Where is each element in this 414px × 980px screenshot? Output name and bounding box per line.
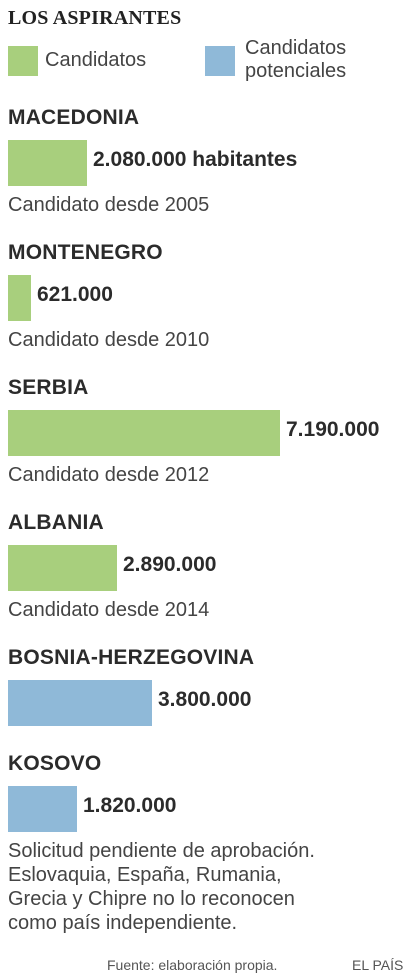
legend-swatch-potential [205,46,235,76]
legend-swatch-candidate [8,46,38,76]
country-note-line: Eslovaquia, España, Rumania, [8,864,282,886]
legend: Candidatos Candidatos potenciales [0,0,414,90]
bar [8,275,31,321]
bar [8,545,117,591]
country-note-line: Candidato desde 2014 [8,599,210,621]
legend-label-potential-line1: Candidatos [245,37,347,59]
country-note: Candidato desde 2014 [8,598,408,622]
country-note-line: Candidato desde 2005 [8,194,210,216]
legend-label-potential: Candidatos potenciales [245,37,346,83]
country-note: Candidato desde 2010 [8,328,408,352]
legend-label-candidate: Candidatos [45,49,147,71]
bar [8,680,152,726]
footer-source: Fuente: elaboración propia. [107,957,278,973]
country-note-line: Candidato desde 2012 [8,464,210,486]
bar-value-label: 2.080.000 habitantes [93,148,298,171]
chart-title: LOS ASPIRANTES [8,7,182,29]
bar-value-label: 2.890.000 [123,553,217,576]
bar [8,786,77,832]
country-name: MONTENEGRO [8,241,163,264]
footer-brand: EL PAÍS [352,957,404,973]
bar-value-label: 7.190.000 [286,418,380,441]
country-note: Candidato desde 2005 [8,193,408,217]
country-name: KOSOVO [8,752,102,775]
bar-value-label: 621.000 [37,283,113,306]
country-note-line: Candidato desde 2010 [8,329,210,351]
country-note: Solicitud pendiente de aprobación. Eslova… [8,839,408,935]
country-note: Candidato desde 2012 [8,463,408,487]
bar [8,410,280,456]
country-name: SERBIA [8,376,89,399]
bar-value-label: 1.820.000 [83,794,177,817]
country-note-line: como país independiente. [8,912,238,934]
country-note-line: Grecia y Chipre no lo reconocen [8,888,295,910]
country-name: ALBANIA [8,511,104,534]
country-name: MACEDONIA [8,106,140,129]
bar [8,140,87,186]
country-name: BOSNIA-HERZEGOVINA [8,646,255,669]
country-note-line: Solicitud pendiente de aprobación. [8,840,315,862]
bar-value-label: 3.800.000 [158,688,252,711]
legend-label-potential-line2: potenciales [245,60,347,82]
